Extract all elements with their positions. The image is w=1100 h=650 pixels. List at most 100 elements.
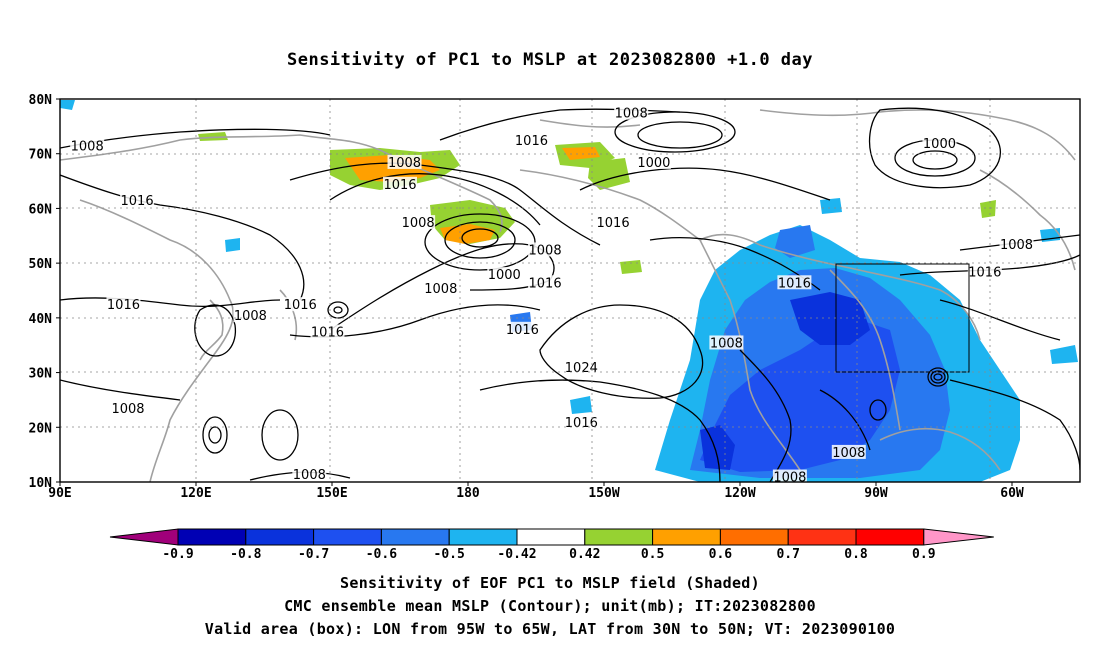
- contour-label: 1008: [999, 236, 1034, 253]
- contour-label-bg: [120, 193, 155, 208]
- contour-label: 1016: [596, 215, 631, 231]
- contour-label-text: 1000: [637, 156, 670, 171]
- contour-label-bg: [564, 414, 599, 429]
- contour-label-text: 1016: [565, 416, 598, 431]
- contour-label: 1000: [636, 154, 671, 171]
- contour-label-text: 1008: [388, 156, 421, 171]
- colorbar-segment: [313, 528, 382, 546]
- contour-label: 1000: [487, 267, 522, 283]
- contour-label-bg: [111, 401, 145, 416]
- contour-label-bg: [233, 308, 268, 323]
- contour-label-bg: [636, 154, 671, 169]
- colorbar: -0.9 -0.8 -0.7 -0.6 -0.5 -0.42 0.42 0.5 0.6 0.7 0.…: [109, 528, 994, 562]
- contour-label-text: 1000: [923, 137, 956, 152]
- contour-label-bg: [528, 242, 563, 257]
- contour-label: 1008: [387, 154, 422, 171]
- lat-tick-label: 70N: [29, 148, 53, 163]
- lat-tick-label: 30N: [29, 367, 53, 382]
- colorbar-low-triangle: [109, 528, 179, 546]
- contour-label-text: 1008: [402, 216, 435, 231]
- colorbar-segment: [516, 528, 586, 546]
- contour-label-bg: [310, 324, 345, 339]
- colorbar-label: 0.8: [844, 547, 868, 562]
- colorbar-label: 0.5: [641, 547, 664, 562]
- contour-label-text: 1008: [424, 282, 457, 297]
- contour-label: 1008: [831, 444, 866, 461]
- contour-label-bg: [70, 138, 105, 153]
- caption-contours: CMC ensemble mean MSLP (Contour); unit(m…: [284, 597, 816, 615]
- contour-label-text: 1016: [383, 178, 416, 193]
- gridlines: [60, 99, 1080, 482]
- contour-label: 1008: [70, 138, 105, 155]
- contour-label-bg: [283, 297, 318, 312]
- contour-label-bg: [614, 105, 649, 120]
- contour-label-bg: [772, 469, 807, 482]
- positive-sensitivity-shading: [198, 132, 996, 274]
- contour-label-text: 1008: [111, 402, 144, 417]
- colorbar-segment: [245, 528, 315, 546]
- contour-label: 1008: [401, 215, 436, 231]
- contour-label: 1024: [564, 360, 599, 376]
- contour-label-text: 1016: [515, 134, 548, 149]
- lon-tick-label: 60W: [1000, 486, 1024, 501]
- lon-tick-label: 150W: [588, 486, 619, 501]
- contour-label-bg: [999, 236, 1034, 251]
- lon-tick-label: 120E: [180, 486, 211, 501]
- lat-tick-label: 60N: [29, 202, 53, 217]
- contour-label: 1008: [709, 335, 744, 351]
- contour-label-text: 1016: [107, 298, 140, 313]
- contour-label: 1008: [111, 401, 145, 417]
- contour-label-text: 1008: [234, 309, 267, 324]
- lon-tick-label: 90W: [864, 486, 888, 501]
- contour-label-bg: [387, 154, 422, 169]
- contour-label-text: 1016: [778, 276, 811, 291]
- lon-tick-label: 180: [456, 486, 480, 501]
- colorbar-segment: [380, 528, 450, 546]
- contour-label: 1016: [283, 297, 318, 313]
- colorbar-label: -0.8: [230, 547, 261, 562]
- contour-label: 1008: [528, 242, 563, 258]
- contour-label-bg: [709, 335, 744, 350]
- contour-label: 1016: [106, 297, 141, 313]
- contour-label: 1008: [292, 466, 327, 482]
- contour-label: 1008: [614, 105, 649, 122]
- contour-label-bg: [401, 215, 436, 230]
- contour-label: 1008: [233, 308, 268, 324]
- contour-label: 1016: [528, 275, 563, 291]
- colorbar-label: -0.6: [366, 547, 397, 562]
- contour-label: 1016: [514, 133, 549, 149]
- map-title: Sensitivity of PC1 to MSLP at 2023082800…: [286, 50, 813, 70]
- contour-label-bg: [383, 176, 417, 191]
- contour-label-text: 1008: [773, 471, 806, 486]
- contour-label: 1016: [777, 275, 812, 291]
- contour-label: 1008: [423, 280, 458, 297]
- contour-label-bg: [967, 264, 1002, 279]
- contour-label-text: 1016: [529, 276, 562, 291]
- contour-label-text: 1016: [506, 323, 539, 338]
- contour-label-bg: [106, 297, 141, 312]
- contour-label-text: 1000: [488, 268, 521, 283]
- longitude-labels: 90E 120E 150E 180 150W 120W 90W 60W: [48, 482, 1024, 501]
- contour-label-bg: [596, 215, 631, 230]
- contour-label-text: 1008: [1000, 238, 1033, 253]
- colorbar-segment: [855, 528, 925, 546]
- caption-shading: Sensitivity of EOF PC1 to MSLP field (Sh…: [340, 574, 760, 592]
- contour-label-bg: [564, 360, 599, 375]
- colorbar-segment: [719, 528, 789, 546]
- latitude-labels: 80N 70N 60N 50N 40N 30N 20N 10N: [29, 93, 60, 491]
- contour-label-bg: [528, 275, 563, 290]
- caption-valid-area: Valid area (box): LON from 95W to 65W, L…: [204, 620, 896, 638]
- colorbar-label: -0.42: [497, 547, 536, 562]
- colorbar-label: 0.7: [776, 547, 799, 562]
- contour-label-text: 1016: [311, 326, 344, 341]
- contour-label: 1016: [967, 264, 1002, 280]
- colorbar-segment: [652, 528, 721, 546]
- contour-label: 1000: [922, 135, 957, 152]
- contour-label-bg: [292, 466, 327, 481]
- contour-label-text: 1024: [565, 361, 598, 376]
- contour-label-bg: [922, 135, 957, 150]
- contour-label: 1016: [505, 321, 540, 338]
- lon-tick-label: 90E: [48, 486, 71, 501]
- contour-label: 1016: [564, 414, 599, 431]
